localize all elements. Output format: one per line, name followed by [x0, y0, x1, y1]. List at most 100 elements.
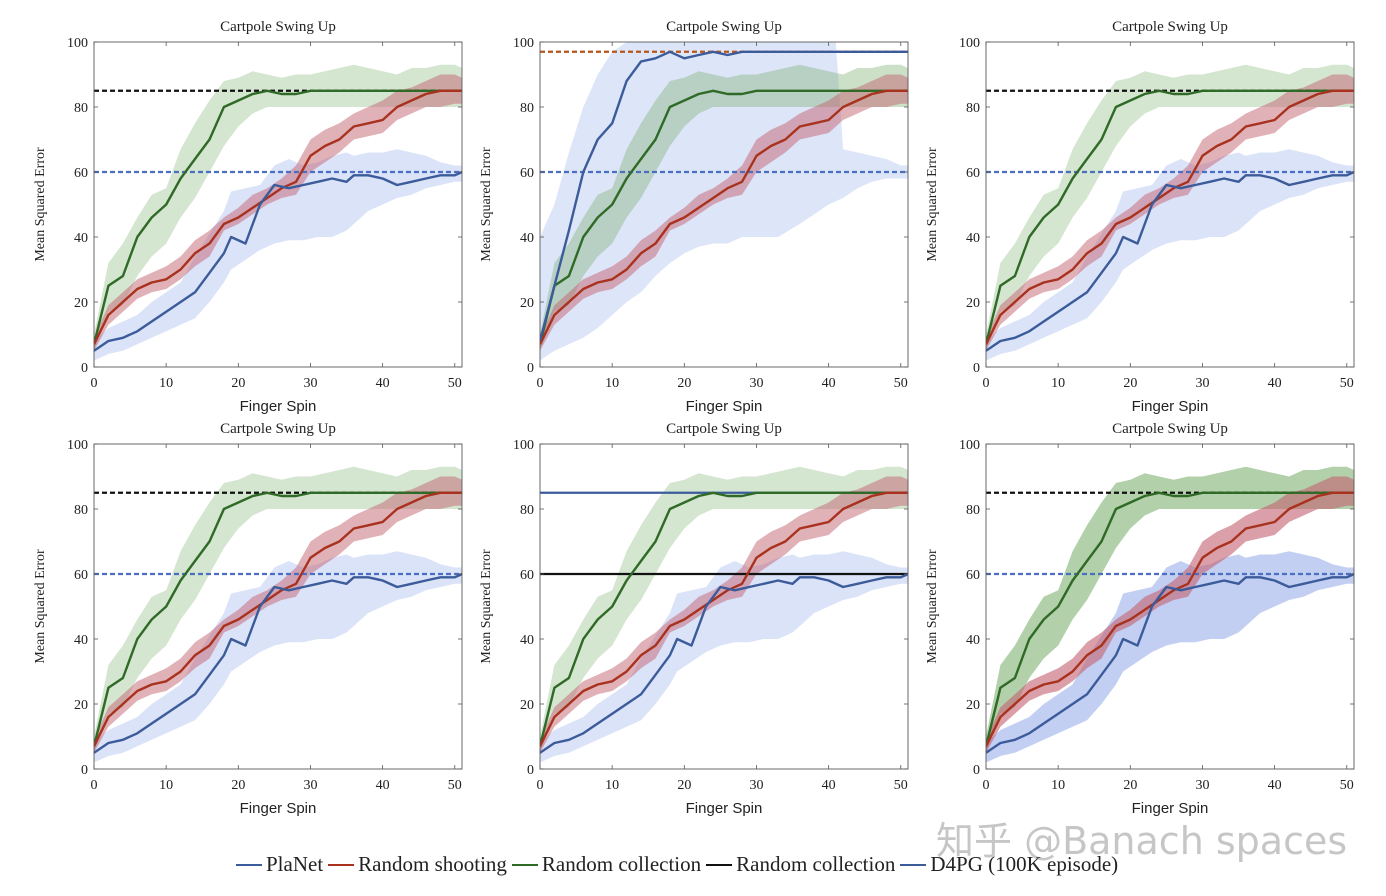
legend-item: Random collection [511, 852, 702, 877]
plot-area [540, 42, 908, 361]
legend-swatch [706, 863, 733, 866]
legend-label: Random collection [541, 852, 702, 876]
y-tick-label: 80 [74, 503, 88, 518]
x-tick-label: 20 [677, 376, 691, 391]
chart-panel-5: 0 20 40 60 80 100 0 10 20 30 40 50 Cartpole Swing Up… [479, 421, 909, 817]
x-tick-label: 0 [91, 778, 98, 793]
axes-frame [539, 443, 909, 770]
legend-item: Random collection [706, 852, 895, 877]
planet-line [540, 50, 908, 342]
x-axis-label: Finger Spin [1132, 800, 1209, 817]
plot-area [94, 466, 462, 763]
planet-line [540, 572, 908, 754]
y-tick-label: 100 [513, 36, 534, 51]
planet-confidence-band [986, 551, 1354, 763]
x-tick-label: 20 [1123, 376, 1137, 391]
y-tick-label: 60 [520, 568, 534, 583]
random-shooting-line [540, 491, 908, 747]
chart-title: Cartpole Swing Up [1112, 421, 1228, 437]
random-shooting-confidence-band [94, 74, 462, 351]
y-axis-label: Mean Squared Error [925, 147, 940, 262]
x-tick-label: 0 [983, 778, 990, 793]
x-tick-label: 30 [1195, 778, 1209, 793]
chart-panel-4: 0 20 40 60 80 100 0 10 20 30 40 50 Cartpole Swing Up… [33, 421, 463, 817]
random-collection-line [94, 491, 462, 747]
x-tick-label: 50 [894, 376, 908, 391]
y-tick-label: 80 [966, 503, 980, 518]
y-tick-label: 0 [527, 361, 534, 376]
planet-line [94, 572, 462, 754]
plot-area [986, 64, 1354, 361]
y-tick-label: 40 [520, 231, 534, 246]
y-tick-label: 0 [973, 763, 980, 778]
random-shooting-line [986, 89, 1354, 345]
y-tick-label: 40 [966, 231, 980, 246]
planet-confidence-band [986, 149, 1354, 361]
x-tick-label: 40 [1268, 376, 1282, 391]
y-tick-label: 100 [67, 36, 88, 51]
y-tick-label: 40 [966, 633, 980, 648]
x-tick-label: 0 [983, 376, 990, 391]
x-tick-label: 10 [1051, 778, 1065, 793]
x-tick-label: 10 [159, 778, 173, 793]
x-tick-label: 30 [1195, 376, 1209, 391]
x-tick-label: 30 [303, 778, 317, 793]
planet-line [986, 170, 1354, 352]
y-tick-label: 40 [74, 231, 88, 246]
plot-area [94, 64, 462, 361]
random-shooting-line [986, 491, 1354, 747]
x-tick-label: 50 [1340, 376, 1354, 391]
x-tick-label: 20 [677, 778, 691, 793]
x-axis-label: Finger Spin [1132, 398, 1209, 415]
random-shooting-confidence-band [540, 476, 908, 753]
x-tick-label: 50 [1340, 778, 1354, 793]
x-tick-label: 40 [822, 376, 836, 391]
x-tick-label: 10 [159, 376, 173, 391]
legend-swatch [328, 863, 355, 866]
legend-label: D4PG (100K episode) [930, 852, 1119, 876]
x-axis-label: Finger Spin [686, 398, 763, 415]
chart-title: Cartpole Swing Up [220, 19, 336, 35]
y-tick-label: 100 [959, 36, 980, 51]
chart-panel-2: 0 20 40 60 80 100 0 10 20 30 40 50 Cartpole Swing Up… [479, 19, 909, 415]
x-tick-label: 30 [749, 778, 763, 793]
y-tick-label: 60 [74, 166, 88, 181]
plot-area [540, 466, 908, 763]
x-axis-label: Finger Spin [240, 800, 317, 817]
random-collection-line [94, 89, 462, 345]
chart-title: Cartpole Swing Up [220, 421, 336, 437]
x-tick-label: 10 [605, 778, 619, 793]
random-shooting-confidence-band [540, 74, 908, 351]
x-tick-label: 20 [231, 778, 245, 793]
y-axis-label: Mean Squared Error [33, 549, 48, 664]
y-tick-label: 0 [527, 763, 534, 778]
y-tick-label: 100 [959, 438, 980, 453]
x-tick-label: 50 [448, 778, 462, 793]
legend-swatch [900, 863, 927, 866]
y-tick-label: 60 [966, 166, 980, 181]
chart-panel-1: 0 20 40 60 80 100 0 10 20 30 40 50 Cartpole Swing Up… [33, 19, 463, 415]
y-tick-label: 60 [966, 568, 980, 583]
y-tick-label: 0 [973, 361, 980, 376]
y-tick-label: 20 [520, 698, 534, 713]
random-shooting-confidence-band [94, 476, 462, 753]
planet-confidence-band [94, 149, 462, 361]
x-tick-label: 20 [231, 376, 245, 391]
random-shooting-confidence-band [986, 476, 1354, 753]
y-tick-label: 40 [520, 633, 534, 648]
y-tick-label: 0 [81, 763, 88, 778]
y-axis-label: Mean Squared Error [33, 147, 48, 262]
x-tick-label: 40 [376, 376, 390, 391]
legend-item: D4PG (100K episode) [900, 852, 1118, 877]
y-tick-label: 20 [520, 296, 534, 311]
y-tick-label: 20 [966, 296, 980, 311]
planet-line [986, 572, 1354, 754]
x-tick-label: 10 [1051, 376, 1065, 391]
y-axis-label: Mean Squared Error [479, 147, 494, 262]
y-tick-label: 60 [520, 166, 534, 181]
chart-panel-3: 0 20 40 60 80 100 0 10 20 30 40 50 Cartpole Swing Up… [925, 19, 1355, 415]
y-tick-label: 80 [520, 503, 534, 518]
y-axis-label: Mean Squared Error [925, 549, 940, 664]
legend-label: Random collection [736, 852, 896, 876]
